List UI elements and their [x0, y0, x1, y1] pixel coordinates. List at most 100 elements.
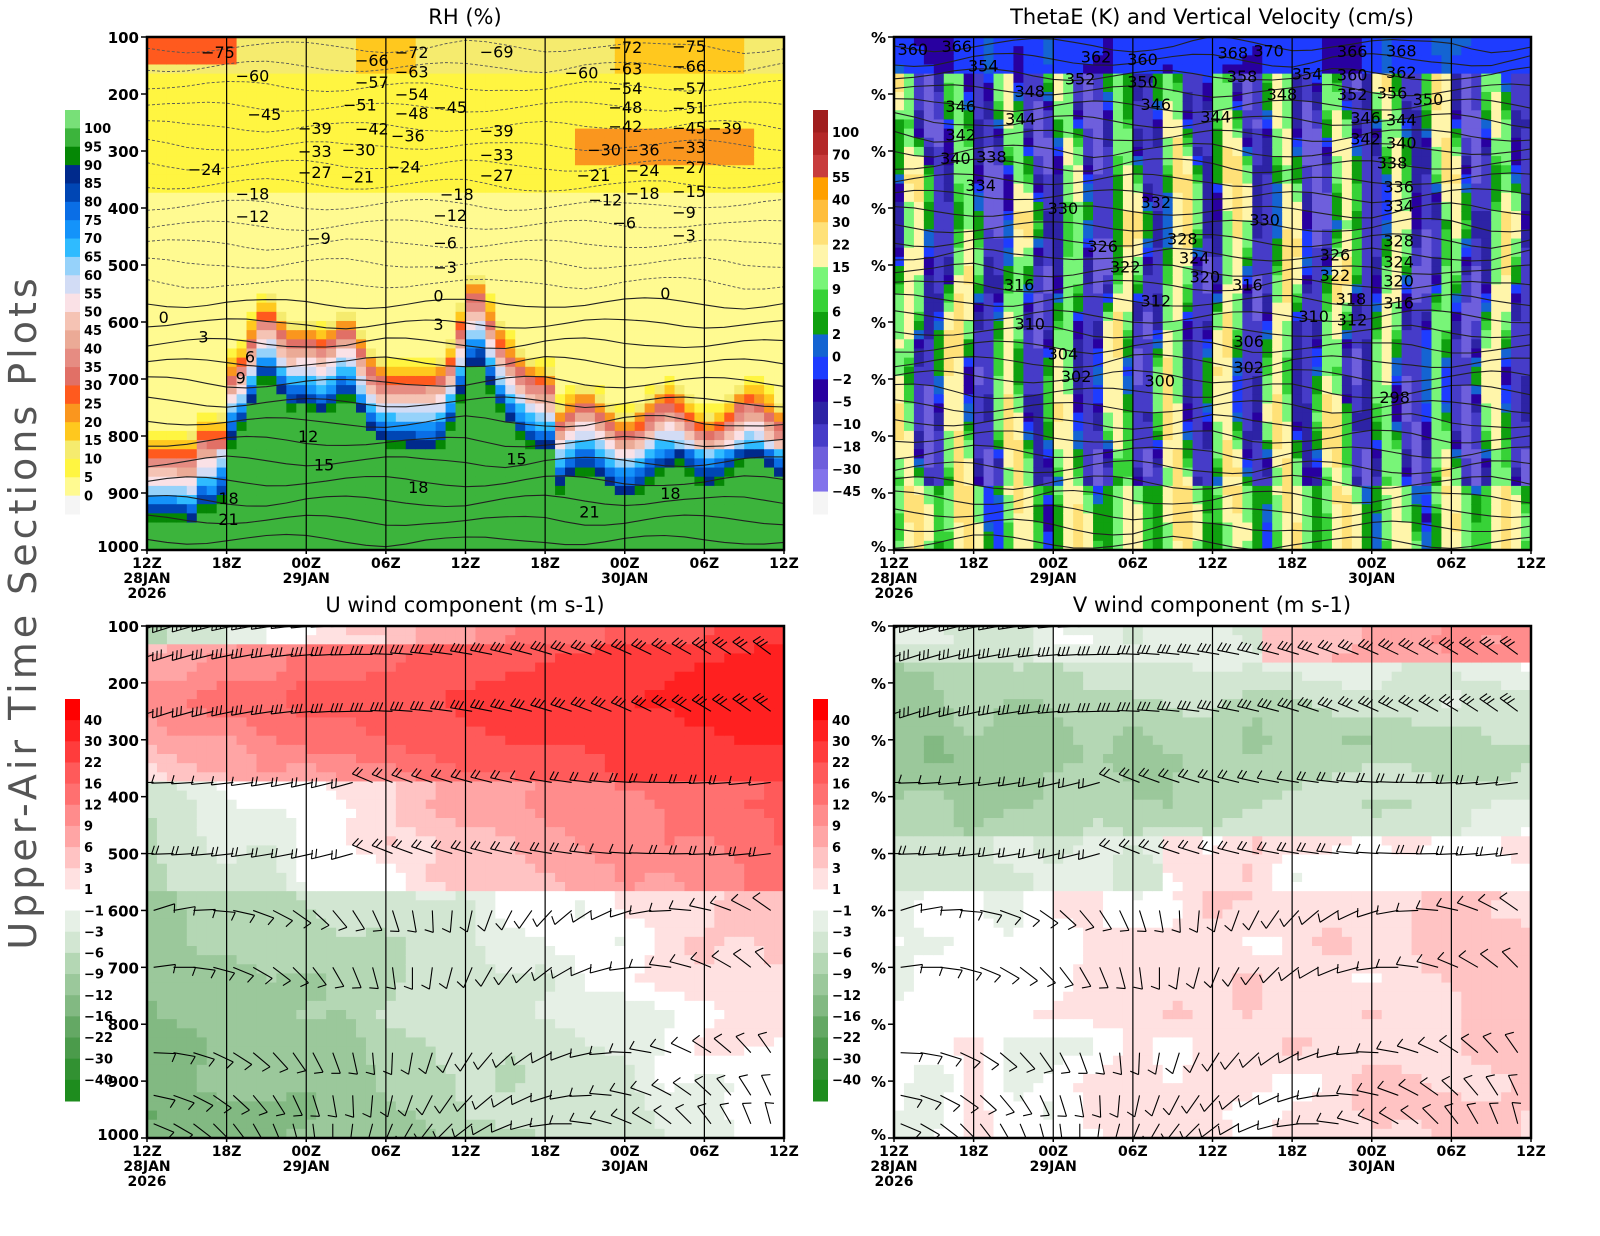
- rh-field-cell: [744, 394, 755, 405]
- rh-field-cell: [326, 421, 337, 432]
- rh-field-cell: [186, 101, 198, 111]
- rh-field-cell: [574, 504, 586, 514]
- rh-field-cell: [525, 440, 536, 450]
- rh-field-cell: [764, 266, 775, 276]
- thetae-field-cell: [1023, 229, 1034, 240]
- rh-field-cell: [365, 522, 377, 533]
- rh-field-cell: [415, 412, 427, 423]
- rh-field-cell: [375, 522, 387, 533]
- rh-field-cell: [445, 73, 457, 84]
- thetae-field-cell: [1073, 266, 1084, 276]
- rh-field-cell: [246, 229, 258, 240]
- thetae-field-cell: [1013, 339, 1024, 350]
- rh-field-cell: [555, 449, 566, 459]
- thetae-field-cell: [1013, 201, 1024, 212]
- thetae-field-cell: [1013, 467, 1024, 478]
- rh-y-tick-label: 700: [108, 371, 139, 389]
- rh-field-cell: [266, 55, 277, 66]
- rh-field-cell: [485, 430, 496, 441]
- thetae-field-cell: [1083, 495, 1094, 505]
- rh-field-cell: [415, 293, 427, 304]
- rh-field-cell: [535, 55, 546, 66]
- rh-field-cell: [475, 82, 486, 93]
- rh-field-cell: [465, 403, 477, 414]
- rh-field-cell: [196, 37, 208, 47]
- rh-field-cell: [574, 55, 586, 66]
- thetae-field-cell: [1043, 504, 1054, 514]
- rh-field-cell: [624, 394, 636, 405]
- rh-field-cell: [624, 458, 636, 469]
- rh-field-cell: [306, 357, 317, 368]
- thetae-field-cell: [1043, 37, 1054, 47]
- thetae-field-cell: [1043, 128, 1054, 139]
- rh-field-cell: [147, 540, 158, 550]
- rh-field-cell: [156, 238, 168, 249]
- rh-field-cell: [505, 91, 516, 102]
- rh-field-cell: [286, 64, 297, 75]
- rh-contour-label: −60: [565, 64, 599, 83]
- rh-field-cell: [415, 211, 427, 221]
- rh-field-cell: [296, 238, 307, 249]
- rh-field-cell: [664, 73, 676, 84]
- rh-field-cell: [296, 55, 307, 66]
- rh-field-cell: [166, 440, 178, 450]
- rh-field-cell: [415, 540, 427, 550]
- thetae-field-cell: [963, 146, 975, 157]
- rh-field-cell: [545, 220, 556, 230]
- rh-field-cell: [614, 540, 626, 550]
- thetae-field-cell: [1063, 55, 1074, 66]
- rh-field-cell: [614, 64, 626, 75]
- rh-field-cell: [764, 320, 775, 331]
- rh-field-cell: [435, 485, 447, 496]
- rh-field-cell: [455, 504, 467, 514]
- rh-field-cell: [147, 339, 158, 350]
- rh-field-cell: [594, 412, 606, 423]
- thetae-field-cell: [1003, 504, 1015, 514]
- rh-field-cell: [545, 174, 556, 185]
- rh-field-cell: [495, 46, 506, 56]
- rh-field-cell: [365, 467, 377, 478]
- rh-field-cell: [555, 91, 566, 102]
- rh-colorbar-swatch: [65, 146, 80, 166]
- rh-field-cell: [276, 467, 287, 478]
- rh-field-cell: [744, 320, 755, 331]
- rh-field-cell: [375, 37, 387, 47]
- rh-field-cell: [535, 403, 546, 414]
- thetae-field-cell: [1083, 156, 1094, 166]
- thetae-field-cell: [894, 46, 905, 56]
- rh-field-cell: [435, 504, 447, 514]
- rh-field-cell: [435, 320, 447, 331]
- rh-field-cell: [196, 311, 208, 322]
- rh-field-cell: [196, 91, 208, 102]
- rh-field-cell: [266, 339, 277, 350]
- rh-field-cell: [565, 156, 576, 166]
- rh-field-cell: [356, 165, 367, 176]
- rh-field-cell: [584, 275, 596, 285]
- rh-field-cell: [754, 46, 765, 56]
- rh-field-cell: [246, 73, 258, 84]
- thetae-field-cell: [1013, 293, 1024, 304]
- rh-field-cell: [306, 348, 317, 359]
- rh-field-cell: [375, 375, 387, 386]
- rh-field-cell: [435, 403, 447, 414]
- rh-field-cell: [306, 256, 317, 267]
- rh-field-cell: [196, 302, 208, 313]
- rh-field-cell: [485, 183, 496, 194]
- rh-field-cell: [226, 256, 238, 267]
- rh-field-cell: [495, 531, 506, 542]
- rh-field-cell: [296, 211, 307, 221]
- rh-colorbar-swatch: [65, 495, 80, 515]
- rh-field-cell: [266, 430, 277, 441]
- rh-field-cell: [147, 220, 158, 230]
- rh-field-cell: [555, 275, 566, 285]
- rh-field-cell: [316, 82, 327, 93]
- rh-field-cell: [276, 91, 287, 102]
- rh-field-cell: [634, 46, 646, 56]
- rh-field-cell: [375, 247, 387, 258]
- thetae-field-cell: [1093, 256, 1104, 267]
- rh-field-cell: [674, 293, 686, 304]
- rh-field-cell: [634, 156, 646, 166]
- thetae-field-cell: [943, 430, 955, 441]
- rh-field-cell: [425, 101, 437, 111]
- rh-field-cell: [246, 458, 258, 469]
